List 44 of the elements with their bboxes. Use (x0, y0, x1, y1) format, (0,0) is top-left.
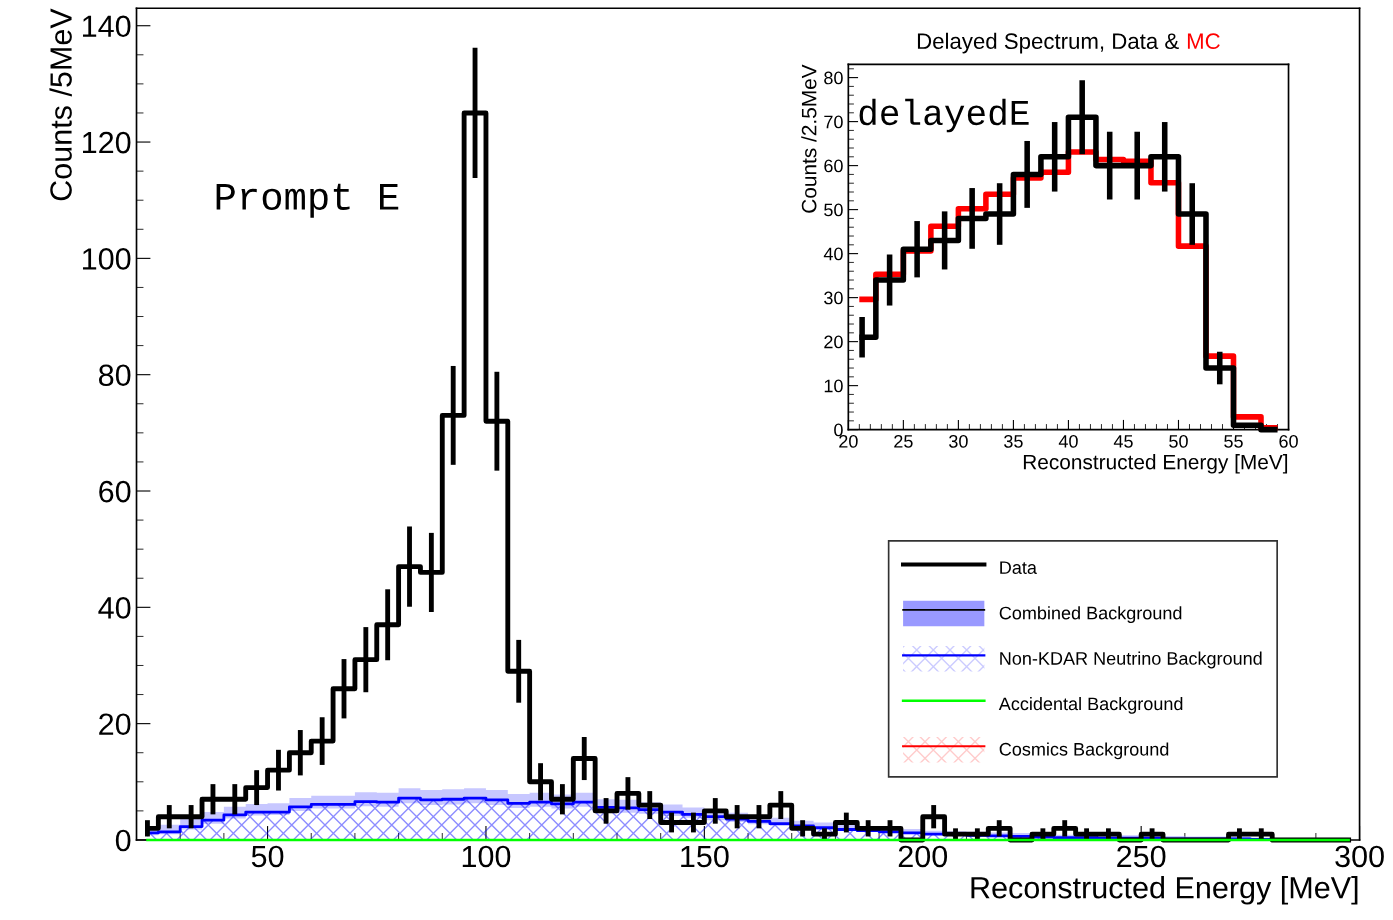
legend-label: Cosmics Background (999, 742, 1169, 760)
x-tick-label: 200 (898, 845, 948, 868)
x-tick-label: 100 (462, 845, 511, 868)
annotation: delayedE (859, 98, 1029, 133)
x-tick-label: 30 (949, 434, 968, 448)
y-tick-label: 60 (824, 159, 843, 173)
y-tick-label: 100 (83, 248, 131, 270)
x-tick-label: 40 (1058, 434, 1078, 448)
x-tick-label: 55 (1224, 435, 1243, 448)
x-axis-title: Reconstructed Energy [MeV] (971, 876, 1358, 905)
legend-label: Accidental Background (998, 696, 1183, 714)
x-tick-label: 50 (1169, 434, 1188, 448)
y-tick-label: 120 (83, 131, 131, 154)
y-tick-label: 140 (83, 15, 131, 38)
x-tick-label: 35 (1004, 434, 1023, 448)
y-tick-label: 40 (98, 597, 131, 619)
y-axis-title: Counts /2.5MeV (801, 64, 817, 213)
y-tick-label: 80 (824, 71, 843, 85)
y-tick-label: 10 (824, 379, 843, 393)
y-tick-label: 70 (824, 115, 843, 129)
x-tick-label: 25 (894, 434, 913, 448)
x-tick-label: 60 (1279, 434, 1298, 448)
x-tick-label: 45 (1113, 435, 1133, 448)
y-axis-title: Counts /5MeV (49, 8, 72, 201)
legend-label: Non-KDAR Neutrino Background (1000, 651, 1262, 669)
annotation: Prompt E (216, 183, 399, 218)
x-tick-label: 20 (839, 434, 858, 448)
y-tick-label: 50 (824, 203, 843, 217)
x-tick-label: 150 (681, 845, 729, 868)
legend-label: Combined Background (999, 606, 1182, 623)
x-axis-title: Reconstructed Energy [MeV] (1023, 454, 1288, 474)
y-tick-label: 80 (99, 364, 131, 387)
y-tick-label: 20 (824, 335, 843, 349)
y-tick-label: 30 (824, 291, 843, 305)
y-tick-label: 0 (115, 829, 131, 852)
y-tick-label: 40 (823, 247, 843, 261)
chart-title: Delayed Spectrum, Data & MC (917, 32, 1220, 54)
x-tick-label: 300 (1335, 845, 1384, 868)
y-tick-label: 20 (99, 713, 131, 736)
y-tick-label: 0 (834, 423, 843, 437)
x-tick-label: 250 (1117, 845, 1166, 868)
y-tick-label: 60 (99, 480, 131, 503)
x-tick-label: 50 (251, 845, 284, 868)
legend-label: Data (1000, 561, 1037, 575)
